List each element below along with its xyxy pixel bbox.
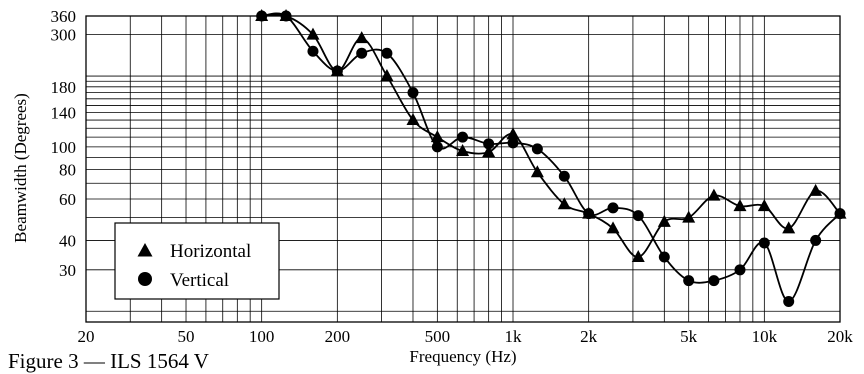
data-point-vertical: [356, 47, 368, 59]
data-point-vertical: [507, 137, 519, 149]
data-point-horizontal: [482, 145, 496, 158]
data-point-vertical: [607, 202, 619, 214]
data-point-horizontal: [682, 210, 696, 223]
data-point-vertical: [834, 208, 846, 220]
data-point-vertical: [457, 131, 469, 143]
data-point-horizontal: [406, 113, 420, 126]
data-point-horizontal: [380, 69, 394, 82]
data-point-vertical: [734, 264, 746, 276]
data-point-horizontal: [782, 221, 796, 234]
data-point-vertical: [758, 237, 770, 249]
plot-frame: [85, 15, 841, 323]
data-point-horizontal: [733, 199, 747, 212]
data-point-vertical: [708, 275, 720, 287]
data-point-horizontal: [530, 165, 544, 178]
x-tick-label: 20k: [827, 327, 853, 346]
data-point-vertical: [683, 275, 695, 287]
y-tick-label: 60: [59, 190, 76, 209]
data-point-horizontal: [456, 144, 470, 157]
x-tick-label: 5k: [680, 327, 698, 346]
y-tick-label: 40: [59, 231, 76, 250]
data-point-horizontal: [355, 31, 369, 44]
data-point-horizontal: [306, 27, 320, 40]
y-tick-label: 140: [51, 103, 77, 122]
legend-marker-horizontal: [137, 243, 153, 257]
data-point-horizontal: [557, 197, 571, 210]
y-tick-label: 180: [51, 78, 77, 97]
series-group: [255, 9, 847, 308]
series-line-horizontal: [261, 13, 841, 258]
data-point-vertical: [583, 208, 595, 220]
data-point-horizontal: [430, 130, 444, 143]
data-point-vertical: [810, 234, 822, 246]
legend-label-vertical: Vertical: [170, 270, 229, 291]
data-point-horizontal: [506, 127, 520, 140]
y-tick-label: 360: [51, 7, 77, 26]
x-tick-label: 200: [325, 327, 351, 346]
data-point-horizontal: [631, 250, 645, 263]
data-point-vertical: [280, 10, 292, 22]
legend-box: [114, 222, 280, 300]
y-tick-label: 100: [51, 138, 77, 157]
x-tick-label: 50: [178, 327, 195, 346]
data-point-horizontal: [757, 199, 771, 212]
data-point-vertical: [256, 10, 268, 22]
y-tick-label: 300: [51, 26, 77, 45]
data-point-vertical: [531, 143, 543, 155]
data-point-vertical: [483, 138, 495, 150]
x-tick-label: 1k: [505, 327, 523, 346]
data-point-vertical: [307, 45, 319, 57]
y-axis-title: Beamwidth (Degrees): [11, 93, 30, 243]
data-point-horizontal: [707, 188, 721, 201]
data-point-vertical: [632, 210, 644, 222]
figure-caption: Figure 3 — ILS 1564 V: [8, 349, 209, 373]
data-point-horizontal: [809, 183, 823, 196]
legend-label-horizontal: Horizontal: [170, 241, 251, 262]
tick-labels: 20 50 100 200 500 1k 2k 5k 10k 20k 30 40 60 80 100 140 1…: [51, 7, 854, 346]
data-point-vertical: [331, 65, 343, 77]
data-point-vertical: [658, 251, 670, 263]
x-tick-label: 100: [249, 327, 275, 346]
y-tick-label: 30: [59, 261, 76, 280]
data-point-vertical: [431, 141, 443, 153]
data-point-vertical: [381, 47, 393, 59]
legend: Horizontal Vertical: [114, 222, 280, 300]
legend-marker-vertical: [138, 272, 152, 286]
data-point-vertical: [407, 87, 419, 99]
data-point-horizontal: [606, 221, 620, 234]
x-axis-title: Frequency (Hz): [409, 347, 516, 366]
x-tick-label: 10k: [752, 327, 778, 346]
data-point-vertical: [783, 296, 795, 308]
x-tick-label: 2k: [580, 327, 598, 346]
data-point-horizontal: [657, 214, 671, 227]
y-tick-label: 80: [59, 161, 76, 180]
x-tick-label: 20: [78, 327, 95, 346]
x-tick-label: 500: [425, 327, 451, 346]
data-point-vertical: [558, 170, 570, 182]
